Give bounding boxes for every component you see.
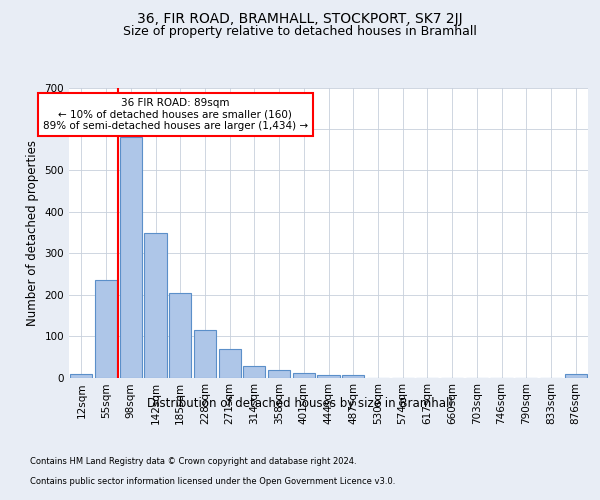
Text: Contains public sector information licensed under the Open Government Licence v3: Contains public sector information licen…: [30, 478, 395, 486]
Bar: [243, 366, 265, 378]
Y-axis label: Number of detached properties: Number of detached properties: [26, 140, 39, 326]
Bar: [218, 348, 241, 378]
Bar: [70, 374, 92, 378]
Text: Contains HM Land Registry data © Crown copyright and database right 2024.: Contains HM Land Registry data © Crown c…: [30, 458, 356, 466]
Bar: [565, 374, 587, 378]
Bar: [293, 374, 315, 378]
Bar: [95, 280, 117, 378]
Text: 36 FIR ROAD: 89sqm
← 10% of detached houses are smaller (160)
89% of semi-detach: 36 FIR ROAD: 89sqm ← 10% of detached hou…: [43, 98, 308, 131]
Text: Size of property relative to detached houses in Bramhall: Size of property relative to detached ho…: [123, 25, 477, 38]
Text: 36, FIR ROAD, BRAMHALL, STOCKPORT, SK7 2JJ: 36, FIR ROAD, BRAMHALL, STOCKPORT, SK7 2…: [137, 12, 463, 26]
Bar: [145, 232, 167, 378]
Bar: [119, 137, 142, 378]
Bar: [169, 292, 191, 378]
Text: Distribution of detached houses by size in Bramhall: Distribution of detached houses by size …: [147, 398, 453, 410]
Bar: [268, 370, 290, 378]
Bar: [317, 375, 340, 378]
Bar: [194, 330, 216, 378]
Bar: [342, 376, 364, 378]
